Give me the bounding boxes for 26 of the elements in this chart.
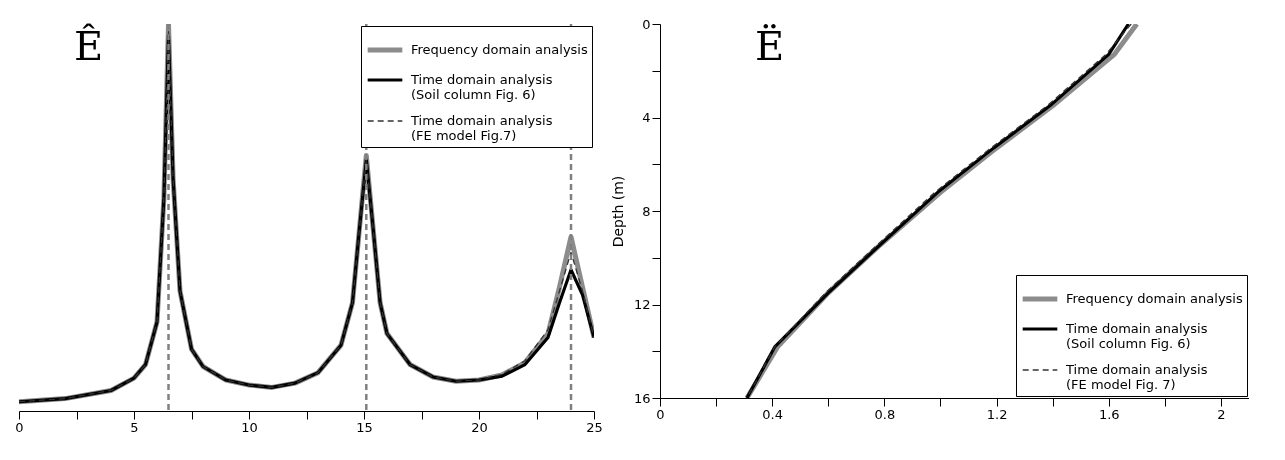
x-tick-label: 0.4 xyxy=(762,406,784,422)
x-tick-label: 10 xyxy=(241,419,258,435)
y-tick-label: 0 xyxy=(642,16,651,32)
y-tick-label: 4 xyxy=(642,110,651,125)
legend-label: Time domain analysis (Soil column Fig. 6) xyxy=(410,72,553,102)
legend-label: Time domain analysis (Soil column Fig. 6) xyxy=(1065,321,1208,351)
y-axis-title: Depth (m) xyxy=(609,175,626,248)
y-tick-label: 8 xyxy=(642,203,651,219)
x-tick-label: 25 xyxy=(586,419,603,435)
legend-label: Time domain analysis (FE model Fig. 7) xyxy=(1065,362,1208,392)
annotation: Ê xyxy=(74,23,104,69)
x-tick-label: 0 xyxy=(656,406,665,422)
x-tick-label: 20 xyxy=(471,419,488,435)
annotation: Ë xyxy=(755,23,785,69)
y-tick-label: 12 xyxy=(633,297,651,312)
x-tick-label: 1.6 xyxy=(1098,406,1120,422)
y-tick-label: 16 xyxy=(633,390,651,406)
legend-label: Frequency domain analysis xyxy=(1066,291,1243,306)
legend-label: Frequency domain analysis xyxy=(411,42,588,57)
x-tick-label: 2 xyxy=(1217,406,1226,422)
x-tick-label: 1.2 xyxy=(986,406,1008,422)
legend-label: Time domain analysis (FE model Fig.7) xyxy=(410,113,553,143)
x-tick-label: 0 xyxy=(15,419,24,435)
x-tick-label: 5 xyxy=(130,419,139,435)
x-tick-label: 0.8 xyxy=(874,406,896,422)
x-tick-label: 15 xyxy=(356,419,373,435)
